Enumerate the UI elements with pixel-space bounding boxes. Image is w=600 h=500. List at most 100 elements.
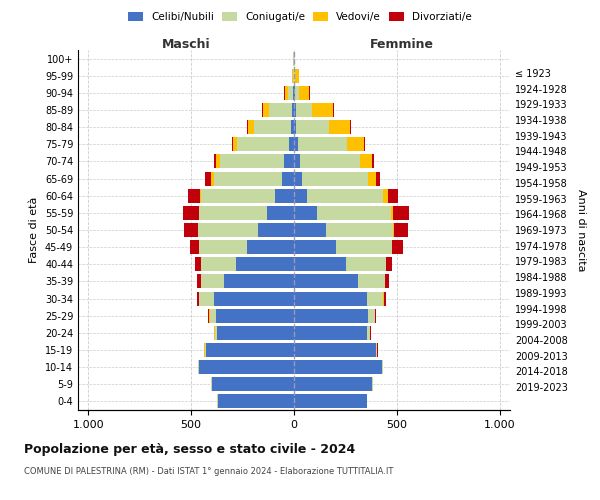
Bar	[258, 223, 294, 237]
Bar	[295, 68, 299, 82]
Bar	[247, 240, 294, 254]
Bar	[217, 326, 294, 340]
Bar	[269, 103, 292, 117]
Bar	[294, 172, 302, 185]
Text: Maschi: Maschi	[161, 38, 211, 51]
Bar	[294, 103, 296, 117]
Bar	[393, 223, 394, 237]
Bar	[393, 206, 409, 220]
Bar	[214, 154, 216, 168]
Bar	[294, 188, 307, 202]
Bar	[216, 308, 294, 322]
Bar	[292, 68, 293, 82]
Bar	[367, 292, 383, 306]
Bar	[209, 308, 216, 322]
Bar	[329, 120, 350, 134]
Bar	[275, 188, 294, 202]
Bar	[288, 86, 293, 100]
Bar	[216, 154, 220, 168]
Bar	[376, 172, 380, 185]
Bar	[388, 188, 398, 202]
Bar	[300, 154, 360, 168]
Bar	[262, 103, 263, 117]
Bar	[382, 360, 383, 374]
Bar	[215, 326, 217, 340]
Bar	[367, 326, 370, 340]
Bar	[202, 274, 224, 288]
Bar	[205, 172, 211, 185]
Bar	[293, 86, 294, 100]
Bar	[360, 154, 372, 168]
Bar	[214, 172, 281, 185]
Bar	[199, 360, 294, 374]
Bar	[294, 274, 358, 288]
Bar	[199, 223, 258, 237]
Bar	[296, 120, 329, 134]
Bar	[211, 172, 214, 185]
Bar	[384, 292, 386, 306]
Bar	[364, 138, 365, 151]
Bar	[391, 206, 393, 220]
Bar	[292, 103, 294, 117]
Bar	[298, 138, 347, 151]
Bar	[358, 274, 385, 288]
Bar	[199, 240, 247, 254]
Bar	[346, 258, 386, 272]
Bar	[376, 343, 377, 357]
Bar	[247, 120, 248, 134]
Bar	[190, 240, 199, 254]
Bar	[199, 206, 267, 220]
Bar	[294, 360, 382, 374]
Bar	[195, 258, 201, 272]
Bar	[291, 120, 294, 134]
Bar	[326, 223, 393, 237]
Bar	[294, 378, 372, 392]
Text: Popolazione per età, sesso e stato civile - 2024: Popolazione per età, sesso e stato civil…	[24, 442, 355, 456]
Bar	[294, 138, 298, 151]
Text: COMUNE DI PALESTRINA (RM) - Dati ISTAT 1° gennaio 2024 - Elaborazione TUTTITALIA: COMUNE DI PALESTRINA (RM) - Dati ISTAT 1…	[24, 468, 394, 476]
Bar	[184, 223, 198, 237]
Bar	[188, 188, 200, 202]
Bar	[284, 154, 294, 168]
Bar	[199, 292, 214, 306]
Bar	[386, 258, 392, 272]
Bar	[294, 326, 367, 340]
Bar	[294, 240, 336, 254]
Bar	[332, 103, 334, 117]
Bar	[220, 154, 284, 168]
Bar	[208, 308, 209, 322]
Text: Femmine: Femmine	[370, 38, 434, 51]
Bar	[312, 103, 332, 117]
Bar	[372, 154, 374, 168]
Bar	[281, 172, 294, 185]
Bar	[392, 240, 403, 254]
Bar	[294, 223, 326, 237]
Bar	[294, 308, 368, 322]
Bar	[347, 138, 364, 151]
Bar	[295, 86, 299, 100]
Bar	[200, 188, 202, 202]
Bar	[294, 154, 300, 168]
Bar	[263, 103, 269, 117]
Bar	[296, 103, 312, 117]
Bar	[206, 343, 294, 357]
Bar	[302, 172, 368, 185]
Bar	[197, 292, 199, 306]
Legend: Celibi/Nubili, Coniugati/e, Vedovi/e, Divorziati/e: Celibi/Nubili, Coniugati/e, Vedovi/e, Di…	[124, 8, 476, 26]
Bar	[238, 138, 289, 151]
Bar	[205, 343, 206, 357]
Bar	[383, 188, 388, 202]
Bar	[307, 188, 383, 202]
Bar	[285, 86, 288, 100]
Bar	[267, 206, 294, 220]
Y-axis label: Fasce di età: Fasce di età	[29, 197, 39, 263]
Bar	[289, 138, 294, 151]
Bar	[294, 258, 346, 272]
Bar	[294, 292, 367, 306]
Bar	[317, 206, 391, 220]
Bar	[336, 240, 392, 254]
Bar	[214, 292, 294, 306]
Bar	[212, 378, 294, 392]
Y-axis label: Anni di nascita: Anni di nascita	[576, 188, 586, 271]
Bar	[294, 343, 376, 357]
